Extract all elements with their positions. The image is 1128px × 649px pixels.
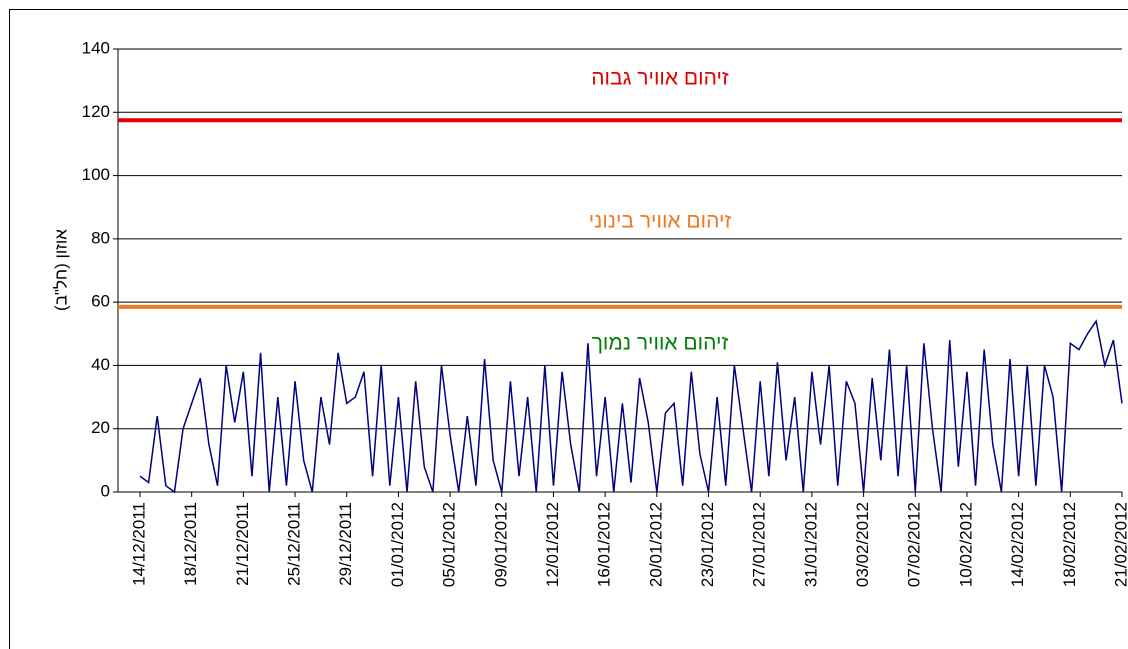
annotation: זיהום אוויר נמוך (592, 332, 729, 355)
x-tick-label: 20/01/2012 (646, 502, 665, 587)
x-tick-label: 21/02/2012 (1111, 502, 1128, 587)
y-tick-label: 100 (82, 165, 110, 184)
x-tick-label: 10/02/2012 (956, 502, 975, 587)
x-tick-label: 03/02/2012 (853, 502, 872, 587)
x-tick-label: 09/01/2012 (491, 502, 510, 587)
data-line (139, 319, 1123, 494)
y-axis-label: אוזון (חל"ב) (51, 229, 70, 311)
x-tick-label: 01/01/2012 (388, 502, 407, 587)
x-tick-label: 05/01/2012 (440, 502, 459, 587)
x-tick-label: 23/01/2012 (698, 502, 717, 587)
y-tick-label: 0 (101, 481, 110, 500)
x-tick-label: 21/12/2011 (233, 502, 252, 586)
x-tick-label: 18/02/2012 (1060, 502, 1079, 587)
y-tick-label: 80 (91, 228, 110, 247)
y-tick-label: 40 (91, 355, 110, 374)
y-tick-label: 20 (91, 418, 110, 437)
y-tick-label: 140 (82, 38, 110, 57)
x-tick-label: 18/12/2011 (181, 502, 200, 586)
x-tick-label: 07/02/2012 (905, 502, 924, 587)
chart-frame (9, 9, 1128, 649)
y-tick-label: 120 (82, 102, 110, 121)
x-tick-label: 29/12/2011 (336, 502, 355, 586)
x-tick-label: 27/01/2012 (750, 502, 769, 587)
annotation: זיהום אוויר גבוה (591, 67, 729, 90)
x-tick-label: 31/01/2012 (801, 502, 820, 587)
x-tick-label: 12/01/2012 (543, 502, 562, 587)
x-tick-label: 14/12/2011 (129, 502, 148, 586)
x-tick-label: 16/01/2012 (595, 502, 614, 587)
x-tick-label: 25/12/2011 (285, 502, 304, 586)
x-tick-label: 14/02/2012 (1008, 502, 1027, 587)
y-tick-label: 60 (91, 292, 110, 311)
annotation: זיהום אוויר בינוני (589, 210, 732, 233)
